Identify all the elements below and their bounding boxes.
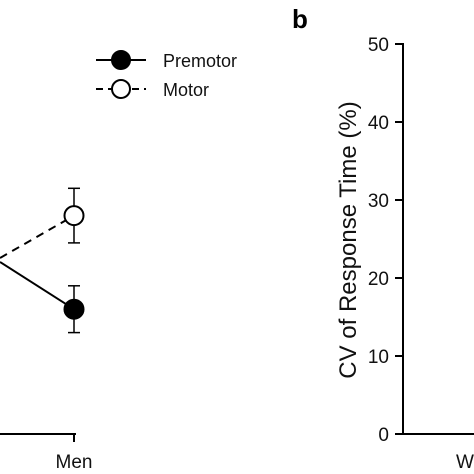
panel-a-markers <box>63 205 85 320</box>
panel-b-y-tick-label: 20 <box>368 269 389 290</box>
panel-b-y-tick-label: 30 <box>368 191 389 212</box>
panel-b-x-tick-label: W <box>456 452 474 473</box>
panel-b-y-tick-labels: 0 10 20 30 40 50 <box>368 35 389 446</box>
series-line-premotor <box>0 261 75 311</box>
data-point-premotor-men <box>63 298 85 320</box>
legend-motor-label: Motor <box>163 80 209 100</box>
data-point-motor-men <box>63 205 85 227</box>
series-line-motor <box>0 214 75 259</box>
panel-a-x-tick-label: Men <box>56 452 93 473</box>
panel-a-series-lines <box>0 214 75 311</box>
panel-b-y-axis <box>395 43 404 435</box>
panel-b-y-axis-title: CV of Response Time (%) <box>335 101 362 378</box>
panel-b-y-tick-label: 0 <box>378 425 389 446</box>
legend-premotor-marker <box>111 50 131 70</box>
legend: Premotor Motor <box>96 50 237 100</box>
panel-b-label: b <box>292 4 308 34</box>
panel-a: Men Premotor Motor <box>0 50 237 473</box>
panel-b-y-tick-label: 10 <box>368 347 389 368</box>
legend-premotor-label: Premotor <box>163 51 237 71</box>
panel-b: b 0 10 20 30 40 50 W CV of Response Time (%) <box>292 4 474 473</box>
legend-motor-marker <box>111 79 131 99</box>
panel-b-y-tick-label: 40 <box>368 113 389 134</box>
panel-b-y-tick-label: 50 <box>368 35 389 56</box>
